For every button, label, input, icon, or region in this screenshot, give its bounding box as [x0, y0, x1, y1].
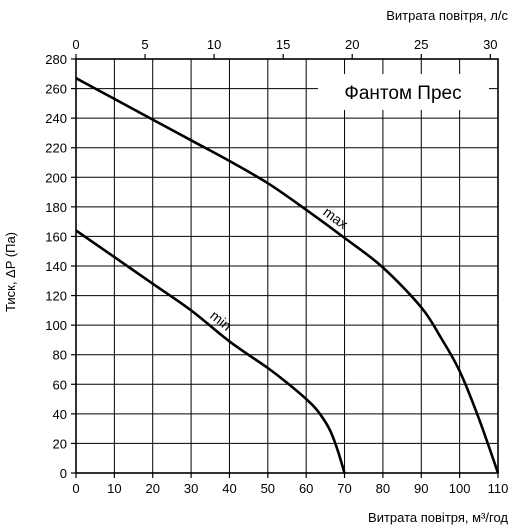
ticks: 0 10 20 30 40 50 60 70 80 90 100 110 0 5 10 15 20 25 30 0 20… [45, 37, 508, 496]
x-tick-label: 70 [337, 481, 351, 496]
x-tick-label: 10 [107, 481, 121, 496]
y-tick-label: 20 [53, 436, 67, 451]
x-tick-label: 110 [488, 481, 509, 496]
y-tick-label: 140 [45, 259, 67, 274]
series-line-max [75, 77, 500, 474]
chart-title: Фантом Прес [344, 83, 461, 104]
x2-tick-label: 5 [141, 37, 148, 52]
x-tick-label: 60 [299, 481, 313, 496]
title-box: Фантом Прес [318, 74, 489, 110]
grid [76, 59, 498, 473]
y-tick-label: 280 [45, 52, 67, 67]
series-line-min [75, 229, 346, 474]
x-tick-label: 90 [414, 481, 428, 496]
y-tick-label: 120 [45, 289, 67, 304]
y-tick-label: 180 [45, 200, 67, 215]
title-background [318, 74, 489, 110]
y-tick-label: 60 [53, 377, 67, 392]
x2-tick-label: 0 [72, 37, 79, 52]
series-label-max: max [320, 204, 351, 233]
x2-tick-label: 25 [414, 37, 428, 52]
x-tick-label: 100 [449, 481, 471, 496]
y-tick-label: 80 [53, 348, 67, 363]
y-tick-label: 0 [60, 466, 67, 481]
x-tick-label: 50 [261, 481, 275, 496]
x2-tick-label: 15 [276, 37, 290, 52]
y-tick-label: 40 [53, 407, 67, 422]
y-tick-label: 220 [45, 141, 67, 156]
x2-tick-label: 10 [207, 37, 221, 52]
x-tick-label: 20 [145, 481, 159, 496]
y-axis-label: Тиск, ΔP (Па) [3, 232, 18, 312]
x-tick-label: 0 [72, 481, 79, 496]
curves [75, 77, 500, 474]
series-label-min: min [207, 307, 235, 334]
x-axis-label: Витрата повітря, м³/год [368, 510, 508, 525]
y-tick-label: 200 [45, 170, 67, 185]
x-tick-label: 40 [222, 481, 236, 496]
y-tick-label: 260 [45, 82, 67, 97]
x2-tick-label: 30 [483, 37, 497, 52]
x2-tick-label: 20 [345, 37, 359, 52]
y-tick-label: 160 [45, 229, 67, 244]
y-tick-label: 100 [45, 318, 67, 333]
y-tick-label: 240 [45, 111, 67, 126]
x-tick-label: 80 [376, 481, 390, 496]
x-tick-label: 30 [184, 481, 198, 496]
x2-axis-label: Витрата повітря, л/с [386, 8, 508, 23]
